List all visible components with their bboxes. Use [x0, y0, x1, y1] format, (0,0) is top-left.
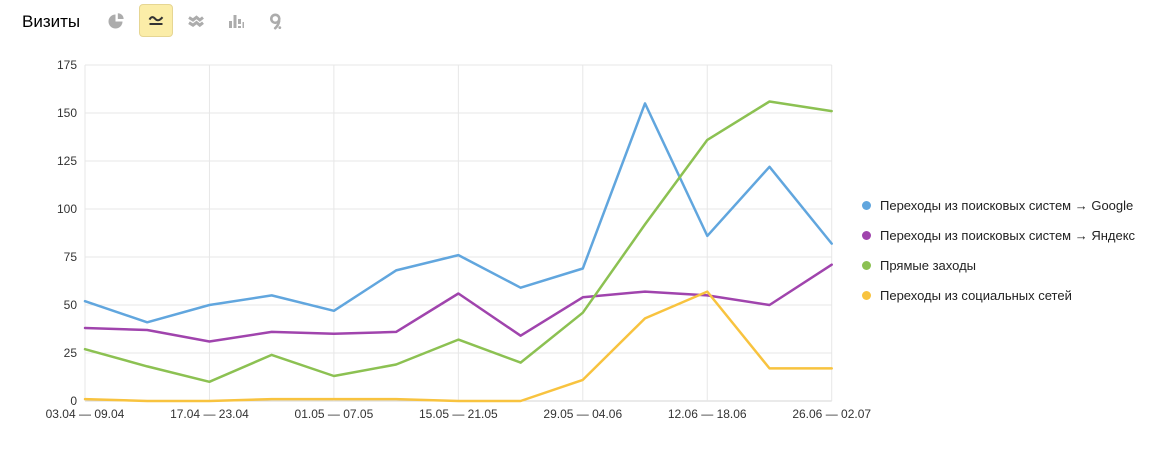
legend-item-3[interactable]: Переходы из социальных сетей: [862, 280, 1135, 310]
legend-marker-icon: [862, 200, 871, 210]
y-tick-label: 175: [57, 58, 77, 72]
page-title: Визиты: [22, 12, 81, 31]
series-line-2[interactable]: [83, 100, 833, 384]
tool-map-pin[interactable]: [259, 4, 293, 37]
legend-item-2[interactable]: Прямые заходы: [862, 250, 1135, 280]
y-tick-label: 25: [64, 346, 78, 360]
legend-marker-icon: [862, 260, 871, 270]
y-tick-label: 125: [57, 154, 77, 168]
x-tick-label: 01.05 — 07.05: [295, 407, 374, 421]
legend-label: Переходы из поисковых систем → Яндекс: [880, 227, 1136, 243]
tool-line-chart[interactable]: [139, 4, 173, 37]
legend-label: Прямые заходы: [880, 257, 977, 273]
stacked-area-chart-icon: [186, 11, 206, 31]
legend-marker-icon: [862, 230, 871, 240]
x-tick-label: 12.06 — 18.06: [668, 407, 747, 421]
x-tick-label: 26.06 — 02.07: [792, 407, 871, 421]
legend-marker-icon: [862, 290, 871, 300]
series-line-3[interactable]: [83, 290, 833, 403]
y-tick-label: 75: [64, 250, 78, 264]
x-tick-label: 29.05 — 04.06: [543, 407, 622, 421]
series-line-1[interactable]: [83, 263, 833, 343]
x-tick-label: 03.04 — 09.04: [46, 407, 125, 421]
y-tick-label: 100: [57, 202, 77, 216]
y-tick-label: 0: [70, 394, 77, 408]
y-tick-label: 50: [64, 298, 78, 312]
chart-legend: Переходы из поисковых систем → Google Пер…: [862, 190, 1135, 310]
legend-item-0[interactable]: Переходы из поисковых систем → Google: [862, 190, 1135, 220]
bar-chart-icon: [226, 11, 246, 31]
pie-chart-icon: [106, 11, 126, 31]
series-line-0[interactable]: [83, 102, 833, 324]
line-chart-icon: [146, 11, 166, 31]
x-tick-label: 17.04 — 23.04: [170, 407, 249, 421]
x-tick-label: 15.05 — 21.05: [419, 407, 498, 421]
tool-pie-chart[interactable]: [99, 4, 133, 37]
legend-label: Переходы из социальных сетей: [880, 287, 1072, 303]
legend-item-1[interactable]: Переходы из поисковых систем → Яндекс: [862, 220, 1135, 250]
chart-type-toolbar: [99, 4, 293, 37]
tool-bar-chart[interactable]: [219, 4, 253, 37]
y-tick-label: 150: [57, 106, 77, 120]
tool-stacked-area-chart[interactable]: [179, 4, 213, 37]
legend-label: Переходы из поисковых систем → Google: [880, 197, 1134, 213]
map-pin-icon: [266, 11, 286, 31]
